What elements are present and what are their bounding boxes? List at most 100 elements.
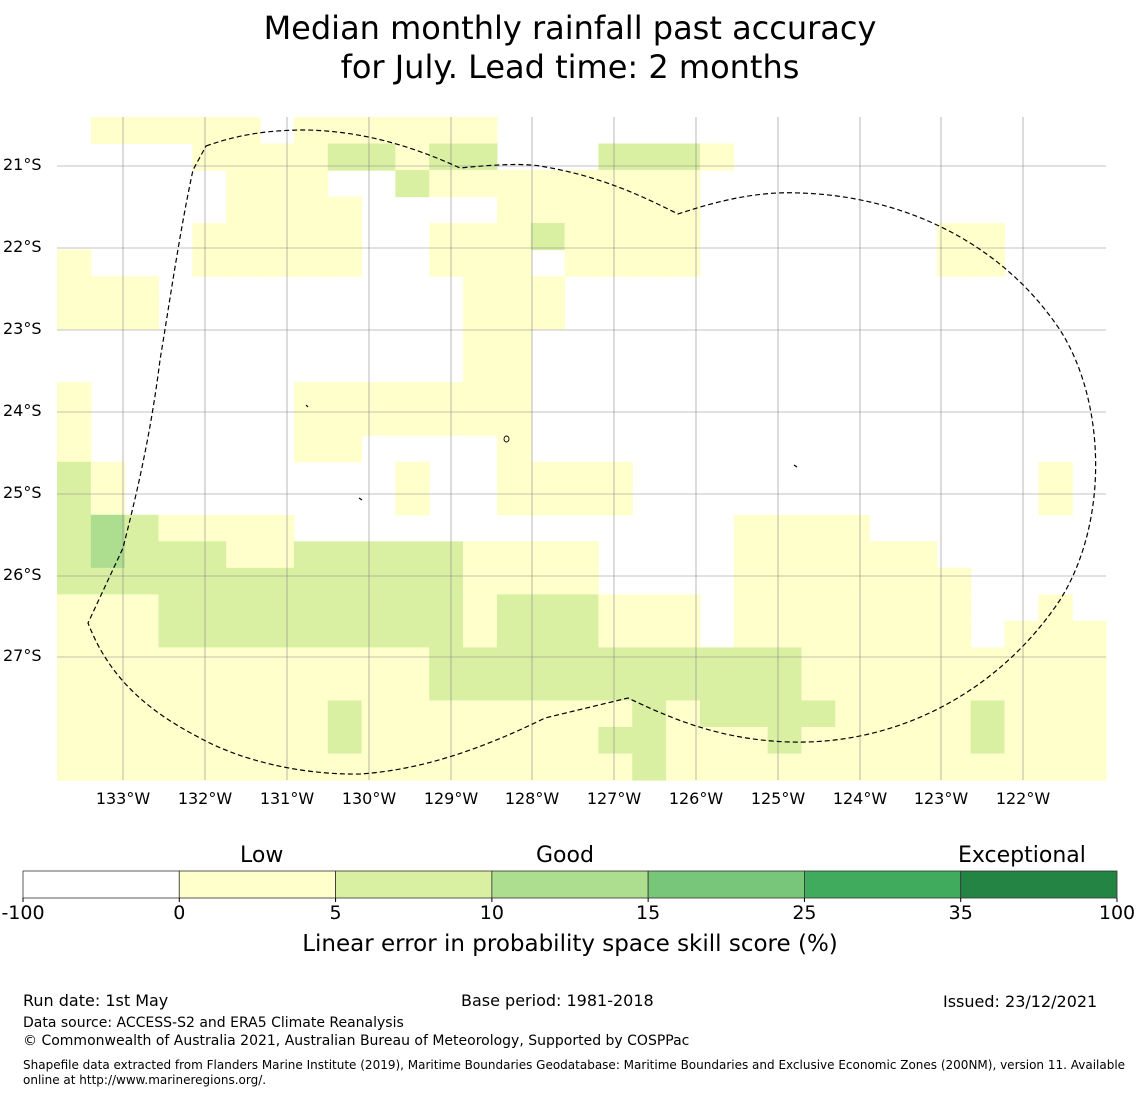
map-cell: [293, 726, 329, 755]
map-cell: [327, 223, 363, 251]
map-cell: [395, 408, 430, 436]
map-cell: [564, 594, 600, 622]
map-cell: [902, 541, 938, 569]
map-cell: [699, 647, 735, 675]
map-cell: [801, 594, 836, 622]
map-cell: [293, 382, 329, 410]
map-cell: [598, 170, 633, 198]
map-cell: [463, 541, 498, 569]
map-cell: [57, 673, 92, 702]
map-cell: [970, 673, 1006, 702]
map-cell: [699, 673, 735, 702]
longitude-label: 122°W: [995, 789, 1051, 808]
map-cell: [1072, 620, 1107, 648]
map-cell: [767, 541, 803, 569]
map-cell: [801, 700, 836, 728]
map-cell: [733, 594, 769, 622]
map-cell: [327, 117, 363, 145]
map-cell: [936, 700, 972, 728]
map-cell: [496, 329, 532, 357]
map-cell: [632, 143, 667, 171]
map-cell: [666, 620, 701, 648]
map-cell: [158, 620, 193, 648]
map-cell: [598, 594, 633, 622]
map-cell: [226, 143, 261, 171]
map-cell: [598, 620, 633, 648]
map-cell: [90, 117, 126, 145]
map-cell: [429, 673, 464, 702]
map-cell: [1038, 594, 1073, 622]
island-outline: [793, 464, 798, 468]
map-cell: [733, 700, 769, 728]
map-cell: [260, 700, 295, 728]
map-cell: [226, 594, 261, 622]
map-cell: [463, 753, 498, 781]
map-cell: [226, 249, 261, 277]
map-cell: [902, 567, 938, 595]
map-cell: [564, 170, 600, 198]
map-cell: [293, 143, 329, 171]
map-cell: [835, 620, 870, 648]
map-cell: [293, 196, 329, 224]
map-cell: [57, 461, 92, 489]
map-cell: [564, 673, 600, 702]
map-cell: [835, 647, 870, 675]
map-cell: [902, 647, 938, 675]
map-cell: [361, 382, 396, 410]
map-cell: [632, 249, 667, 277]
colorbar-tick-label: -100: [1, 902, 45, 924]
map-cell: [327, 726, 363, 755]
map-cell: [463, 726, 498, 755]
map-cell: [869, 541, 904, 569]
map-cell: [124, 620, 160, 648]
map-cell: [632, 196, 667, 224]
map-cell: [970, 753, 1006, 781]
map-cell: [226, 196, 261, 224]
colorbar-category-label: Good: [536, 843, 594, 868]
map-cell: [327, 382, 363, 410]
map-cell: [260, 594, 295, 622]
longitude-label: 131°W: [259, 789, 315, 808]
colorbar-category-label: Exceptional: [958, 843, 1086, 868]
map-cell: [699, 726, 735, 755]
colorbar-category-label: Low: [240, 843, 284, 868]
map-cell: [564, 249, 600, 277]
map-cell: [496, 302, 532, 330]
map-cell: [90, 541, 126, 569]
map-cell: [632, 223, 667, 251]
map-cell: [327, 408, 363, 436]
map-cell: [835, 726, 870, 755]
map-cell: [90, 514, 126, 542]
map-cell: [496, 276, 532, 304]
map-cell: [429, 700, 464, 728]
map-cell: [801, 541, 836, 569]
map-cell: [835, 514, 870, 542]
map-cell: [632, 647, 667, 675]
colorbar-tick-label: 35: [948, 902, 973, 924]
map-cell: [496, 170, 532, 198]
map-cell: [666, 249, 701, 277]
map-cell: [767, 700, 803, 728]
colorbar-tick-label: 0: [173, 902, 186, 924]
map-cell: [1038, 726, 1073, 755]
map-cell: [666, 647, 701, 675]
map-cell: [530, 302, 566, 330]
map-cell: [463, 117, 498, 145]
map-cell: [463, 223, 498, 251]
map-cell: [57, 435, 92, 463]
map-cell: [429, 170, 464, 198]
map-cell: [598, 143, 633, 171]
map-cell: [666, 594, 701, 622]
map-cell: [192, 753, 227, 781]
map-cell: [395, 117, 430, 145]
map-cell: [869, 673, 904, 702]
map-cell: [226, 541, 261, 569]
map-cell: [564, 461, 600, 489]
map-cell: [733, 647, 769, 675]
map-cell: [666, 673, 701, 702]
map-cell: [395, 143, 430, 171]
map-cell: [733, 514, 769, 542]
island-outline: [358, 497, 363, 501]
map-cell: [124, 567, 160, 595]
map-cell: [564, 196, 600, 224]
